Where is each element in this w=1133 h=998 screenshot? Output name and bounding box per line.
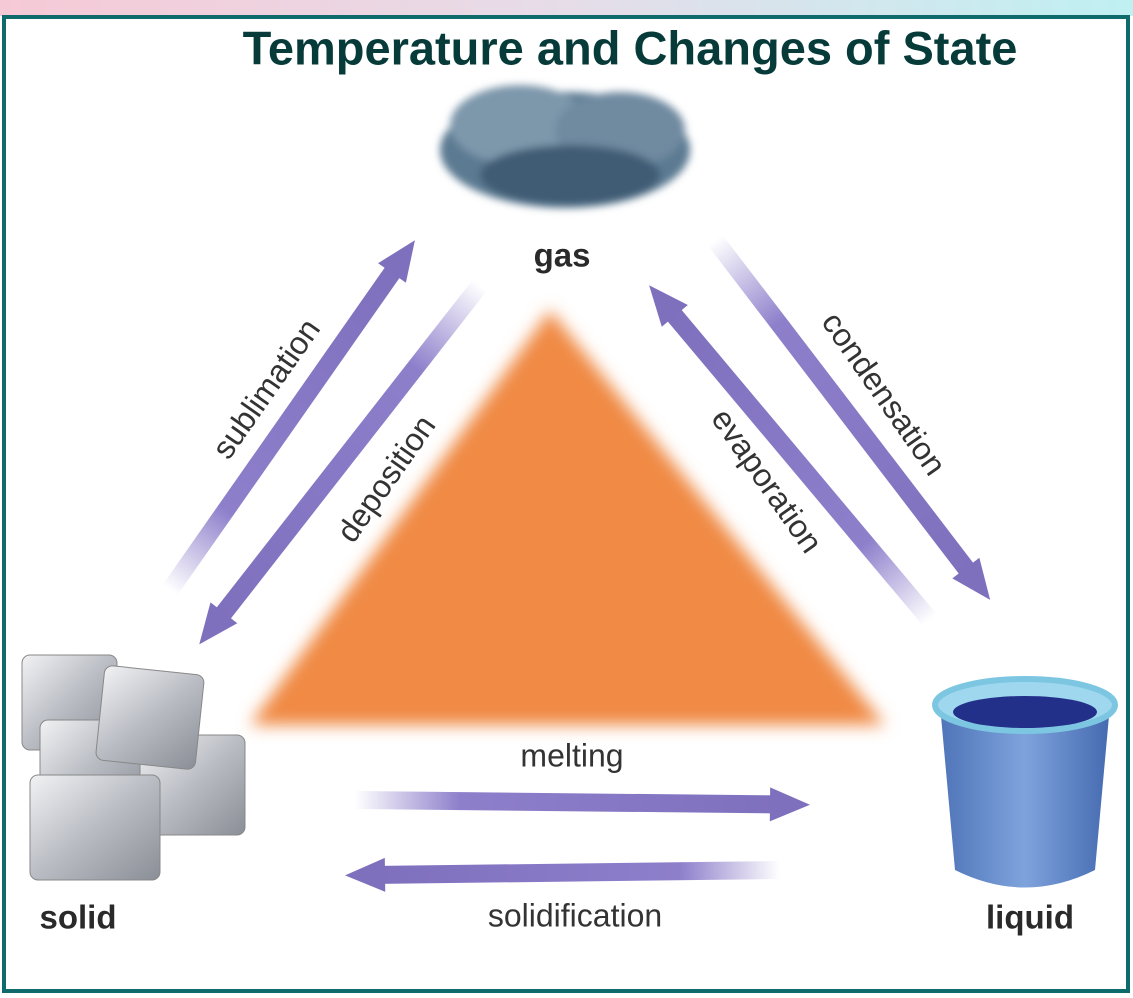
top-bar (0, 0, 1133, 16)
state-label: solid (39, 899, 116, 936)
state-label: gas (534, 237, 591, 274)
gas-cloud (440, 85, 690, 208)
diagram: Temperature and Changes of State gas sol… (0, 0, 1133, 998)
solid-ice (22, 655, 245, 880)
transition-label: solidification (488, 897, 662, 933)
liquid-bucket (935, 679, 1115, 888)
title: Temperature and Changes of State (243, 21, 1018, 74)
state-label: liquid (986, 899, 1074, 936)
transition-label: melting (520, 737, 623, 773)
